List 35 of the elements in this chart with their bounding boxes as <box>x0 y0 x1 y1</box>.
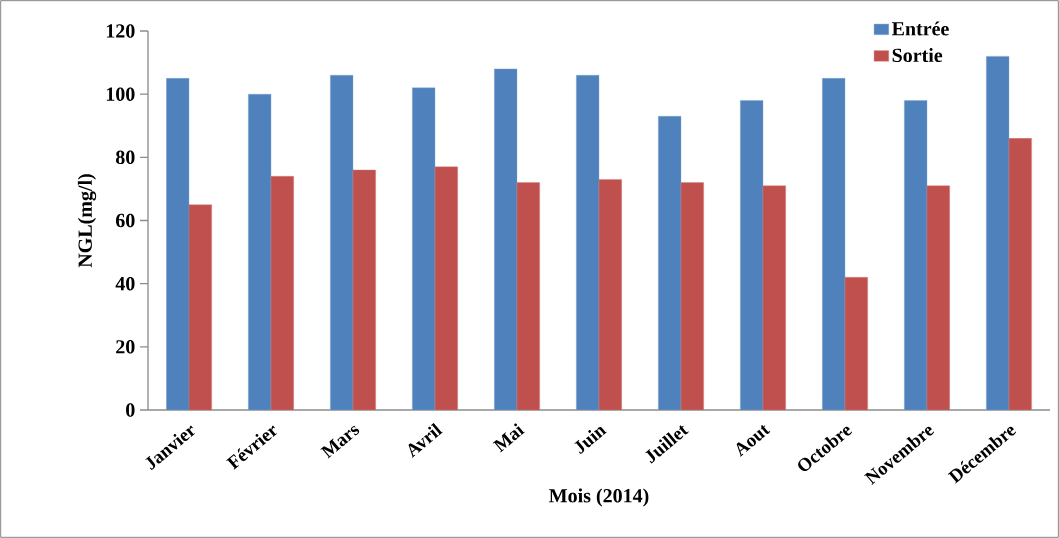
bar <box>844 277 868 410</box>
bar <box>494 68 518 410</box>
y-tick-label: 40 <box>115 276 135 291</box>
bar <box>904 100 928 410</box>
bar <box>986 56 1010 410</box>
x-tick-label: Juin <box>574 426 607 455</box>
bar <box>740 100 764 410</box>
bar <box>762 185 786 410</box>
x-axis-title: Mois (2014) <box>549 488 649 507</box>
bar <box>516 182 540 410</box>
y-tick-label: 100 <box>106 87 135 101</box>
legend-label: Sortie <box>892 48 943 63</box>
x-tick-label: Mai <box>492 423 525 453</box>
bar <box>598 179 622 410</box>
y-tick-label: 120 <box>106 24 135 38</box>
bar <box>270 176 294 410</box>
bar <box>330 75 354 410</box>
bar <box>166 78 190 410</box>
bar <box>352 169 376 410</box>
bar <box>926 185 950 410</box>
bar <box>576 75 600 410</box>
y-axis-title: NGL(mg/l) <box>77 174 97 268</box>
y-tick-label: 20 <box>116 340 135 354</box>
bar <box>248 93 272 410</box>
bar <box>822 78 846 410</box>
y-tick-label: 60 <box>115 213 135 228</box>
bar <box>658 116 682 410</box>
bar <box>188 204 212 410</box>
y-tick-label: 0 <box>126 403 135 417</box>
bar <box>680 182 704 410</box>
bar <box>434 166 458 410</box>
bar <box>412 87 436 410</box>
legend-label: Entrée <box>891 21 949 36</box>
y-tick-label: 80 <box>115 150 135 165</box>
bar <box>1008 138 1032 410</box>
